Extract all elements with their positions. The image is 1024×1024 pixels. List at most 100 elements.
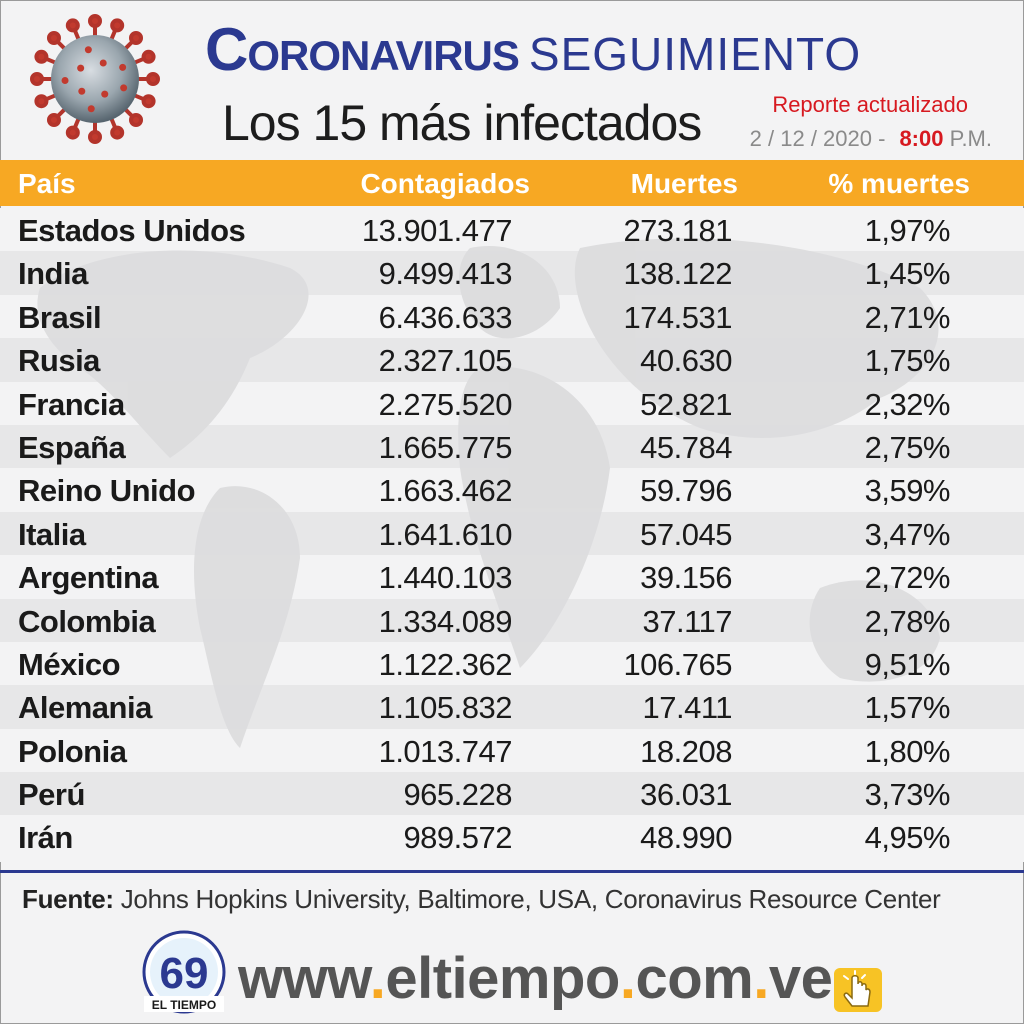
table-row: Brasil 6.436.633 174.531 2,71% xyxy=(0,295,1024,338)
table-body: Estados Unidos 13.901.477 273.181 1,97% Indi… xyxy=(0,208,1024,862)
table-row: Polonia 1.013.747 18.208 1,80% xyxy=(0,729,1024,772)
table-row: Estados Unidos 13.901.477 273.181 1,97% xyxy=(0,208,1024,251)
deaths-cell: 174.531 xyxy=(623,299,732,335)
source-text: Johns Hopkins University, Baltimore, USA… xyxy=(120,884,941,914)
death-pct-cell: 3,73% xyxy=(864,777,951,813)
country-cell: Alemania xyxy=(18,690,152,726)
website-url[interactable]: www.eltiempo.com.ve xyxy=(238,950,833,1008)
deaths-cell: 57.045 xyxy=(640,516,732,552)
coronavirus-icon xyxy=(30,14,160,144)
country-cell: México xyxy=(18,646,121,682)
title-secondary: SEGUIMIENTO xyxy=(528,28,862,80)
table-rows: Estados Unidos 13.901.477 273.181 1,97% Indi… xyxy=(0,208,1024,859)
deaths-cell: 138.122 xyxy=(623,256,732,292)
country-cell: Irán xyxy=(18,820,73,856)
header: Coronavirus SEGUIMIENTO Los 15 más infect… xyxy=(0,0,1024,160)
death-pct-cell: 2,32% xyxy=(864,386,951,422)
death-pct-cell: 1,97% xyxy=(864,213,951,248)
country-cell: Perú xyxy=(18,777,85,813)
time-text: 8:00 P.M. xyxy=(899,126,992,151)
url-dot: . xyxy=(753,946,769,1011)
url-part-domain: eltiempo xyxy=(385,946,620,1011)
column-header-infected: Contagiados xyxy=(360,168,530,199)
table-row: Rusia 2.327.105 40.630 1,75% xyxy=(0,338,1024,382)
time-value: 8:00 xyxy=(899,126,944,151)
infected-cell: 1.665.775 xyxy=(378,429,513,465)
infected-cell: 1.334.089 xyxy=(378,603,513,639)
table-row: India 9.499.413 138.122 1,45% xyxy=(0,251,1024,295)
country-cell: Italia xyxy=(18,516,86,552)
death-pct-cell: 3,47% xyxy=(864,516,951,552)
subtitle: Los 15 más infectados xyxy=(222,95,702,151)
country-cell: Brasil xyxy=(18,299,102,335)
table-row: Irán 989.572 48.990 4,95% xyxy=(0,815,1024,858)
deaths-cell: 273.181 xyxy=(623,213,732,248)
infected-cell: 6.436.633 xyxy=(378,299,513,335)
column-header-death-pct: % muertes xyxy=(828,168,970,199)
table-row: Alemania 1.105.832 17.411 1,57% xyxy=(0,685,1024,729)
date-text: 2 / 12 / 2020 - xyxy=(749,126,886,151)
deaths-cell: 52.821 xyxy=(640,386,732,422)
url-part-com: com xyxy=(635,946,754,1011)
report-label: Reporte actualizado xyxy=(772,92,968,117)
country-cell: España xyxy=(18,429,126,465)
infected-cell: 965.228 xyxy=(403,777,512,813)
url-dot: . xyxy=(619,946,636,1011)
country-cell: Francia xyxy=(18,386,125,422)
url-part-www: www xyxy=(238,946,370,1011)
table-row: Argentina 1.440.103 39.156 2,72% xyxy=(0,555,1024,598)
death-pct-cell: 2,75% xyxy=(864,429,951,465)
title: Coronavirus SEGUIMIENTO xyxy=(205,20,861,80)
infected-cell: 1.641.610 xyxy=(378,516,513,552)
table-row: Colombia 1.334.089 37.117 2,78% xyxy=(0,598,1024,642)
infected-cell: 1.105.832 xyxy=(378,690,513,726)
country-cell: Rusia xyxy=(18,343,100,379)
death-pct-cell: 3,59% xyxy=(864,473,951,509)
deaths-cell: 39.156 xyxy=(640,560,732,596)
source-line: Fuente: Johns Hopkins University, Baltim… xyxy=(22,884,941,915)
infected-cell: 989.572 xyxy=(403,820,512,856)
table-row: Perú 965.228 36.031 3,73% xyxy=(0,772,1024,816)
death-pct-cell: 2,71% xyxy=(864,299,951,335)
death-pct-cell: 1,45% xyxy=(864,256,951,292)
table-row: España 1.665.775 45.784 2,75% xyxy=(0,424,1024,469)
table-row: Reino Unido 1.663.462 59.796 3,59% xyxy=(0,468,1024,511)
infected-cell: 2.275.520 xyxy=(378,386,513,422)
title-main: Coronavirus xyxy=(205,16,520,83)
infected-cell: 1.013.747 xyxy=(378,733,513,769)
deaths-cell: 40.630 xyxy=(640,343,732,379)
death-pct-cell: 2,78% xyxy=(864,603,951,639)
death-pct-cell: 2,72% xyxy=(864,560,951,596)
deaths-cell: 36.031 xyxy=(640,777,732,813)
deaths-cell: 48.990 xyxy=(640,820,732,856)
url-part-tld: ve xyxy=(768,946,833,1011)
column-header-deaths: Muertes xyxy=(630,168,738,199)
death-pct-cell: 1,80% xyxy=(864,733,951,769)
infected-cell: 1.440.103 xyxy=(378,560,513,596)
infected-cell: 9.499.413 xyxy=(378,256,513,292)
deaths-cell: 18.208 xyxy=(640,733,732,769)
infected-cell: 1.122.362 xyxy=(378,646,513,682)
country-cell: Reino Unido xyxy=(18,473,196,509)
logo-number: 69 xyxy=(160,949,209,998)
deaths-cell: 45.784 xyxy=(640,429,732,465)
infected-cell: 1.663.462 xyxy=(378,473,513,509)
death-pct-cell: 1,75% xyxy=(864,343,951,379)
country-cell: Argentina xyxy=(18,560,159,596)
infected-cell: 2.327.105 xyxy=(378,343,513,379)
table-row: Francia 2.275.520 52.821 2,32% xyxy=(0,382,1024,425)
el-tiempo-logo: 69 EL TIEMPO xyxy=(142,930,226,1014)
infected-cell: 13.901.477 xyxy=(361,213,513,248)
death-pct-cell: 9,51% xyxy=(864,646,951,682)
country-cell: Colombia xyxy=(18,603,156,639)
death-pct-cell: 4,95% xyxy=(864,820,951,856)
country-cell: Estados Unidos xyxy=(18,213,246,248)
death-pct-cell: 1,57% xyxy=(864,690,951,726)
click-hand-icon xyxy=(834,968,882,1012)
country-cell: Polonia xyxy=(18,733,127,769)
country-cell: India xyxy=(18,256,88,292)
table-row: Italia 1.641.610 57.045 3,47% xyxy=(0,511,1024,556)
deaths-cell: 59.796 xyxy=(640,473,732,509)
column-header-country: País xyxy=(18,168,76,199)
deaths-cell: 17.411 xyxy=(642,690,732,726)
